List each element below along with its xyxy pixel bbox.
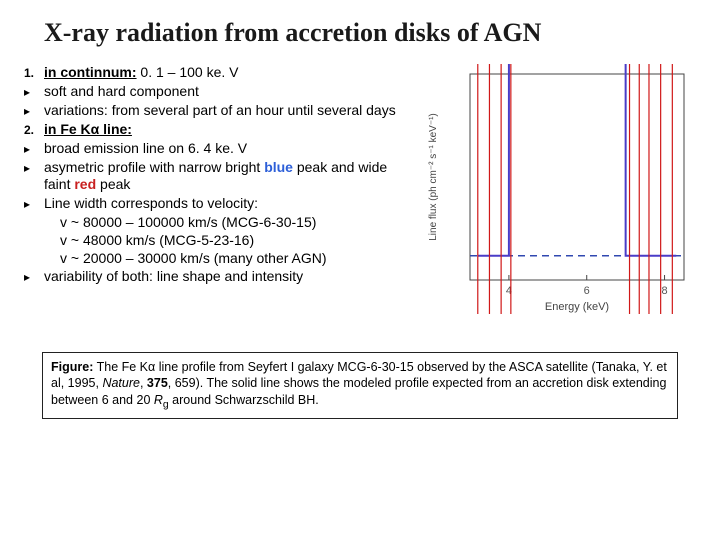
list-item: 2. in Fe Kα line: xyxy=(24,121,414,139)
sub-item: v ~ 48000 km/s (MCG-5-23-16) xyxy=(24,232,414,250)
list-marker: ▸ xyxy=(24,102,44,120)
list-item: ▸ variations: from several part of an ho… xyxy=(24,102,414,120)
list-item: 1. in continnum: 0. 1 – 100 ke. V xyxy=(24,64,414,82)
chart-svg: 10⁻⁴2×10⁻⁴468Energy (keV)Line flux (ph c… xyxy=(424,64,692,314)
caption-text: , xyxy=(140,376,147,390)
list-marker: 2. xyxy=(24,121,44,139)
list-marker: ▸ xyxy=(24,83,44,101)
sub-text: v ~ 20000 – 30000 km/s (many other AGN) xyxy=(60,250,327,268)
item-frag: peak xyxy=(96,176,130,192)
bullet-list: 1. in continnum: 0. 1 – 100 ke. V ▸ soft… xyxy=(24,64,414,287)
item-text: in continnum: 0. 1 – 100 ke. V xyxy=(44,64,414,82)
item-text: in Fe Kα line: xyxy=(44,121,414,139)
list-item: ▸ Line width corresponds to velocity: xyxy=(24,195,414,213)
content-row: 1. in continnum: 0. 1 – 100 ke. V ▸ soft… xyxy=(24,64,696,314)
item-text: variability of both: line shape and inte… xyxy=(44,268,414,286)
sub-item: v ~ 20000 – 30000 km/s (many other AGN) xyxy=(24,250,414,268)
item-text: variations: from several part of an hour… xyxy=(44,102,414,120)
underlined-head: in continnum: xyxy=(44,64,137,80)
underlined-head: in Fe Kα line: xyxy=(44,121,132,137)
sub-text: v ~ 80000 – 100000 km/s (MCG-6-30-15) xyxy=(60,214,316,232)
chart-column: 10⁻⁴2×10⁻⁴468Energy (keV)Line flux (ph c… xyxy=(414,64,696,314)
sub-item: v ~ 80000 – 100000 km/s (MCG-6-30-15) xyxy=(24,214,414,232)
journal-name: Nature xyxy=(102,376,140,390)
list-item: ▸ broad emission line on 6. 4 ke. V xyxy=(24,140,414,158)
caption-text: around Schwarzschild BH. xyxy=(169,393,319,407)
item-suffix: 0. 1 – 100 ke. V xyxy=(137,64,239,80)
svg-text:Line flux (ph cm⁻² s⁻¹ keV⁻¹): Line flux (ph cm⁻² s⁻¹ keV⁻¹) xyxy=(428,113,439,241)
list-marker: ▸ xyxy=(24,195,44,213)
sub-text: v ~ 48000 km/s (MCG-5-23-16) xyxy=(60,232,254,250)
list-item: ▸ asymetric profile with narrow bright b… xyxy=(24,159,414,195)
volume-number: 375 xyxy=(147,376,168,390)
caption-head: Figure: xyxy=(51,360,93,374)
svg-text:6: 6 xyxy=(584,285,590,297)
item-text: broad emission line on 6. 4 ke. V xyxy=(44,140,414,158)
svg-text:8: 8 xyxy=(661,285,667,297)
blue-word: blue xyxy=(264,159,293,175)
figure-caption-box: Figure: The Fe Kα line profile from Seyf… xyxy=(42,352,678,419)
list-marker: ▸ xyxy=(24,140,44,158)
list-item: ▸ variability of both: line shape and in… xyxy=(24,268,414,286)
item-text: soft and hard component xyxy=(44,83,414,101)
red-word: red xyxy=(74,176,96,192)
list-marker: ▸ xyxy=(24,159,44,195)
item-text: asymetric profile with narrow bright blu… xyxy=(44,159,414,195)
list-marker: ▸ xyxy=(24,268,44,286)
item-frag: asymetric profile with narrow bright xyxy=(44,159,264,175)
radius-symbol: R xyxy=(154,393,163,407)
list-marker: 1. xyxy=(24,64,44,82)
slide-title: X-ray radiation from accretion disks of … xyxy=(44,18,696,48)
list-item: ▸ soft and hard component xyxy=(24,83,414,101)
fe-k-alpha-chart: 10⁻⁴2×10⁻⁴468Energy (keV)Line flux (ph c… xyxy=(424,64,692,314)
svg-text:Energy (keV): Energy (keV) xyxy=(545,301,609,313)
item-text: Line width corresponds to velocity: xyxy=(44,195,414,213)
